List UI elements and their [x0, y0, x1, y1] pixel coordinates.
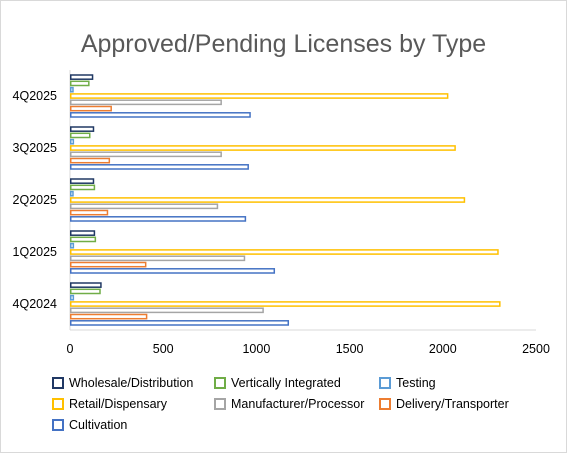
bar	[70, 86, 74, 93]
legend-label: Vertically Integrated	[231, 376, 341, 390]
bar	[70, 74, 94, 80]
legend-item: Manufacturer/Processor	[214, 397, 364, 411]
legend-item: Vertically Integrated	[214, 376, 341, 390]
bar	[70, 112, 251, 118]
legend-item: Testing	[379, 376, 436, 390]
legend-item: Wholesale/Distribution	[52, 376, 193, 390]
legend-label: Retail/Dispensary	[69, 397, 167, 411]
bar	[70, 307, 264, 314]
bar	[70, 93, 449, 99]
bar	[70, 242, 75, 249]
bar	[70, 216, 247, 222]
bar	[70, 230, 96, 236]
legend-label: Delivery/Transporter	[396, 397, 509, 411]
bar	[70, 313, 148, 320]
legend-item: Delivery/Transporter	[379, 397, 509, 411]
legend-swatch	[52, 419, 64, 431]
x-tick-label: 0	[67, 342, 74, 356]
bar	[70, 320, 290, 326]
y-tick-label: 4Q2024	[13, 297, 58, 311]
legend-label: Manufacturer/Processor	[231, 397, 365, 411]
bar	[70, 268, 276, 274]
y-tick-label: 2Q2025	[13, 193, 58, 207]
legend-item: Cultivation	[52, 418, 127, 432]
bar	[70, 105, 112, 112]
x-tick-label: 500	[153, 342, 174, 356]
bar	[70, 178, 95, 184]
chart-title: Approved/Pending Licenses by Type	[80, 30, 487, 58]
x-tick-label: 1000	[242, 342, 270, 356]
legend-item: Retail/Dispensary	[52, 397, 167, 411]
bar	[70, 138, 75, 145]
bar	[70, 126, 95, 132]
bar	[70, 261, 147, 268]
legend-label: Wholesale/Distribution	[69, 376, 194, 390]
x-tick-label: 1500	[336, 342, 364, 356]
bar	[70, 236, 97, 243]
bar	[70, 132, 91, 139]
bar	[70, 145, 456, 151]
legend-swatch	[379, 377, 391, 389]
y-tick-label: 1Q2025	[13, 245, 58, 259]
legend-label: Testing	[396, 376, 436, 390]
bar	[70, 209, 109, 216]
y-tick-label: 4Q2025	[13, 89, 58, 103]
bar	[70, 255, 246, 262]
bar	[70, 197, 466, 203]
y-tick-label: 3Q2025	[13, 141, 58, 155]
bar	[70, 282, 102, 288]
bar	[70, 203, 219, 210]
bar	[70, 151, 222, 158]
legend-swatch	[214, 377, 226, 389]
bar	[70, 301, 501, 307]
bar	[70, 184, 96, 191]
bar	[70, 164, 249, 170]
bar	[70, 294, 75, 301]
legend-swatch	[52, 377, 64, 389]
bar	[70, 80, 90, 87]
legend-swatch	[52, 398, 64, 410]
bar	[70, 288, 101, 295]
x-tick-label: 2000	[429, 342, 457, 356]
bar	[70, 99, 222, 106]
x-tick-label: 2500	[522, 342, 550, 356]
bar	[70, 249, 499, 255]
legend-swatch	[214, 398, 226, 410]
bar	[70, 157, 111, 164]
bar	[70, 190, 74, 197]
legend-label: Cultivation	[69, 418, 128, 432]
legend-swatch	[379, 398, 391, 410]
